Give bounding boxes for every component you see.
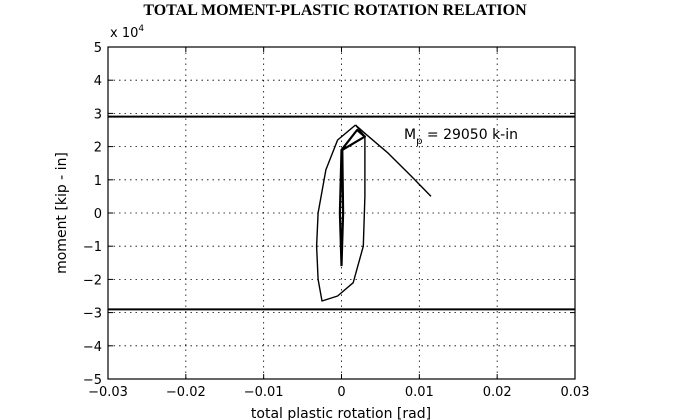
- y-tick-label: 4: [94, 74, 102, 89]
- y-multiplier: x 104: [110, 24, 144, 41]
- y-tick-label: −4: [83, 340, 102, 355]
- y-tick-label: 3: [94, 107, 102, 122]
- y-axis-label: moment [kip - in]: [54, 152, 70, 274]
- grid-lines: [108, 47, 575, 379]
- y-multiplier-base: x 10: [110, 26, 138, 41]
- hysteresis-outer-loop: [315, 124, 366, 302]
- x-tick-label: −0.02: [166, 385, 206, 400]
- data-series: [108, 115, 575, 311]
- y-tick-label: −2: [83, 273, 102, 288]
- y-tick-label: 5: [94, 41, 102, 56]
- y-tick-label: −3: [83, 307, 102, 322]
- x-tick-label: −0.01: [244, 385, 284, 400]
- x-tick-label: 0.01: [405, 385, 434, 400]
- x-axis-label: total plastic rotation [rad]: [251, 406, 431, 420]
- y-tick-label: −5: [83, 373, 102, 388]
- mp-annotation-symbol: M: [404, 127, 416, 143]
- x-tick-label: 0.02: [483, 385, 512, 400]
- hysteresis-inner-loop: [338, 128, 366, 267]
- y-tick-label: 0: [94, 207, 102, 222]
- x-tick-label: −0.03: [88, 385, 128, 400]
- degradation-branch: [355, 124, 432, 197]
- mp-annotation-value: = 29050 k-in: [422, 127, 518, 143]
- chart-title: TOTAL MOMENT-PLASTIC ROTATION RELATION: [143, 2, 527, 19]
- axis-ticks: −0.03 −0.02 −0.01 0 0.01 0.02 0.03 −5 −4 −3 −2 −1 0 1…: [83, 41, 590, 400]
- x-tick-label: 0: [337, 385, 345, 400]
- y-tick-label: −1: [83, 240, 102, 255]
- y-multiplier-exponent: 4: [138, 24, 144, 34]
- y-tick-label: 1: [94, 174, 102, 189]
- y-tick-label: 2: [94, 141, 102, 156]
- mp-annotation-subscript: p: [416, 136, 422, 147]
- mp-annotation: Mp = 29050 k-in: [404, 127, 518, 147]
- x-tick-label: 0.03: [561, 385, 590, 400]
